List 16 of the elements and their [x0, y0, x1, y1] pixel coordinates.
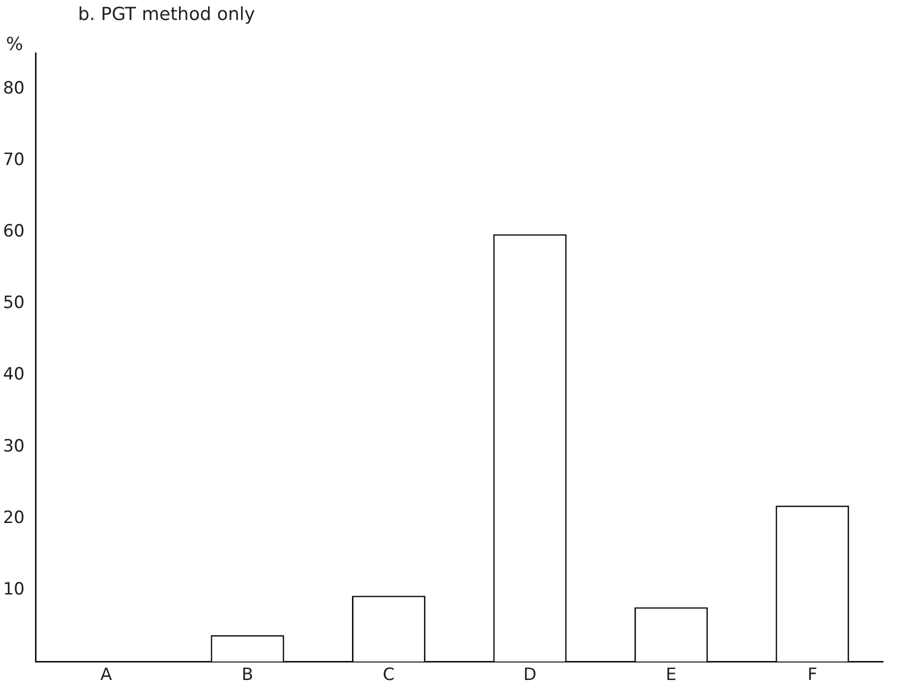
y-tick-label: 50 — [2, 293, 25, 314]
x-tick-label: D — [523, 665, 536, 686]
y-tick-label: 60 — [2, 222, 25, 242]
y-tick-label: 20 — [2, 508, 25, 528]
x-tick-label: C — [382, 665, 395, 686]
y-tick-label: 70 — [2, 150, 25, 170]
x-tick-label: E — [666, 665, 677, 686]
x-tick-label: A — [100, 665, 112, 686]
y-tick-label: 30 — [2, 436, 25, 456]
chart-title: b. PGT method only — [78, 4, 256, 25]
y-tick-label: 80 — [2, 78, 25, 98]
x-tick-label: F — [807, 665, 818, 686]
y-tick-label: 10 — [2, 579, 25, 600]
y-tick-label: 40 — [2, 364, 25, 385]
x-tick-label: B — [242, 665, 254, 686]
y-axis-title: % — [6, 34, 24, 55]
